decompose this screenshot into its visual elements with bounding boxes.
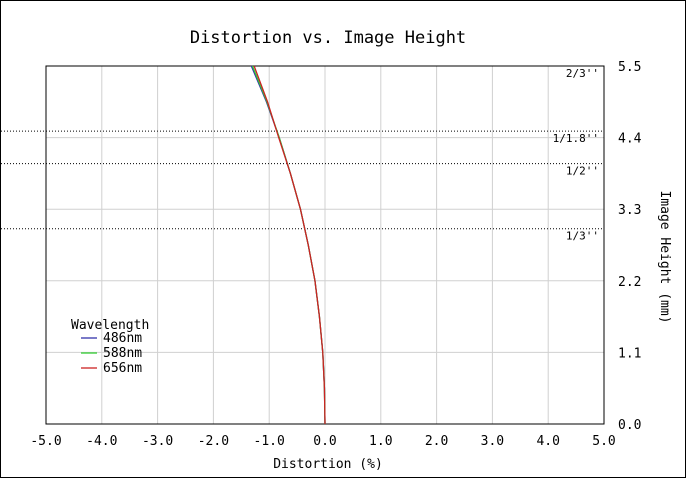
x-tick-label: -3.0	[142, 434, 173, 449]
x-tick-label: 0.0	[313, 434, 336, 449]
chart-title: Distortion vs. Image Height	[190, 28, 466, 48]
y-tick-label: 1.1	[618, 346, 641, 361]
x-tick-label: 3.0	[481, 434, 504, 449]
series-line-588nm	[251, 65, 326, 425]
x-tick-label: -4.0	[86, 434, 117, 449]
y-tick-label: 0.0	[618, 418, 641, 433]
y-tick-labels: 0.0 1.1 2.2 3.3 4.4 5.5	[618, 60, 642, 433]
sensor-format-lines: 1/3'' 1/2'' 1/1.8'' 2/3''	[1, 67, 604, 243]
x-tick-label: 4.0	[536, 434, 559, 449]
x-tick-labels: -5.0 -4.0 -3.0 -2.0 -1.0 0.0 1.0 2.0 3.0 4.0 5.0	[30, 434, 615, 449]
x-tick-label: -2.0	[198, 434, 229, 449]
x-tick-label: 5.0	[592, 434, 615, 449]
y-tick-label: 4.4	[618, 132, 642, 147]
y-tick-label: 3.3	[618, 203, 641, 218]
series-line-656nm	[253, 65, 326, 425]
x-tick-label: 1.0	[369, 434, 392, 449]
legend-entry-label: 656nm	[103, 361, 142, 376]
x-axis-label: Distortion (%)	[273, 457, 383, 472]
x-tick-label: 2.0	[425, 434, 448, 449]
sensor-format-label: 1/1.8''	[553, 132, 599, 145]
sensor-format-label: 1/3''	[566, 230, 599, 243]
legend-entry-label: 486nm	[103, 331, 142, 346]
x-tick-label: -1.0	[254, 434, 285, 449]
y-tick-label: 5.5	[618, 60, 641, 75]
legend-title: Wavelength	[71, 318, 149, 333]
distortion-curves	[250, 65, 326, 425]
sensor-format-label: 1/2''	[566, 165, 599, 178]
x-tick-label: -5.0	[30, 434, 61, 449]
sensor-format-label: 2/3''	[566, 67, 599, 80]
series-line-486nm	[250, 65, 326, 425]
legend-entry-label: 588nm	[103, 346, 142, 361]
y-tick-label: 2.2	[618, 275, 641, 290]
y-axis-label: Image Height (mm)	[657, 190, 672, 323]
